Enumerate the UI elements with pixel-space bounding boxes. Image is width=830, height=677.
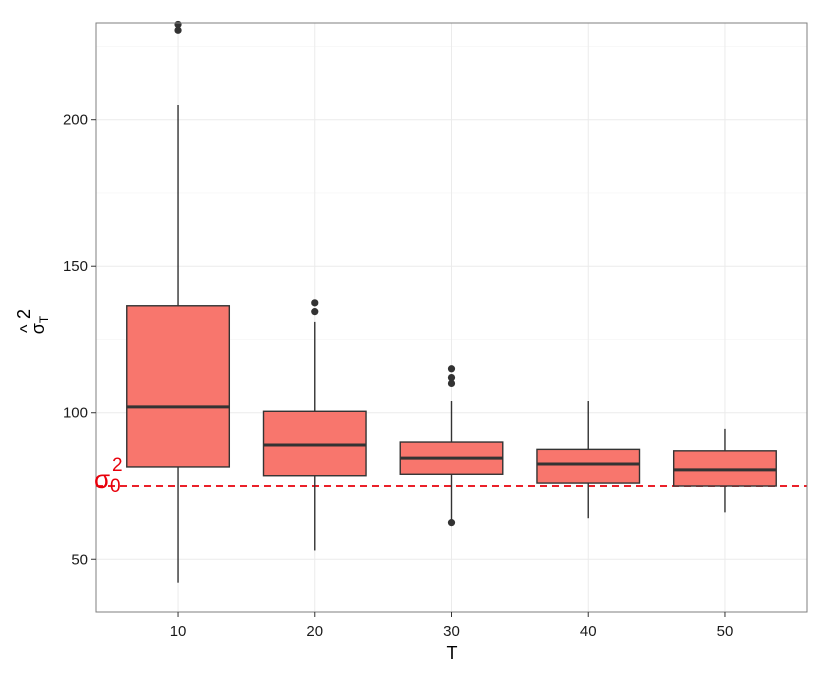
box-20 <box>262 299 367 551</box>
x-axis-title: T <box>447 643 458 663</box>
y-tick-label: 200 <box>63 112 88 129</box>
outlier-point <box>174 26 182 34</box>
reference-label-sup: 2 <box>112 455 123 476</box>
y-axis-title-hat: ^ <box>17 324 37 333</box>
y-axis-title-sup: 2 <box>14 309 34 319</box>
outlier-point <box>447 365 456 373</box>
reference-line-label: σ 2 0 <box>94 455 123 497</box>
reference-label-sub: 0 <box>110 476 121 497</box>
reference-label-base: σ <box>94 464 110 494</box>
y-axis-title-base: σ <box>28 323 48 334</box>
y-axis-title-sub: T <box>37 315 51 323</box>
box-40 <box>536 401 641 519</box>
outlier-point <box>311 308 319 316</box>
box-iqr <box>536 448 641 484</box>
x-tick-label: 10 <box>170 623 187 640</box>
svg-text:σT: σT <box>28 315 51 334</box>
outlier-point <box>311 299 319 307</box>
y-tick-label: 150 <box>63 258 88 275</box>
outlier-point <box>447 519 456 527</box>
x-tick-label: 30 <box>443 623 460 640</box>
y-tick-label: 50 <box>71 551 88 568</box>
y-tick-label: 100 <box>63 405 88 422</box>
box-30 <box>399 365 504 527</box>
x-tick-label: 50 <box>717 623 734 640</box>
x-tick-label: 20 <box>306 623 323 640</box>
outlier-point <box>447 373 456 382</box>
x-tick-label: 40 <box>580 623 597 640</box>
box-iqr <box>126 305 231 468</box>
outlier-point <box>174 20 182 29</box>
outlier-point <box>447 379 456 388</box>
y-axis-title: σT 2 ^ <box>14 309 51 334</box>
axes: 50 100 150 200 10 20 30 40 50 <box>63 112 733 640</box>
box-50 <box>672 428 777 513</box>
